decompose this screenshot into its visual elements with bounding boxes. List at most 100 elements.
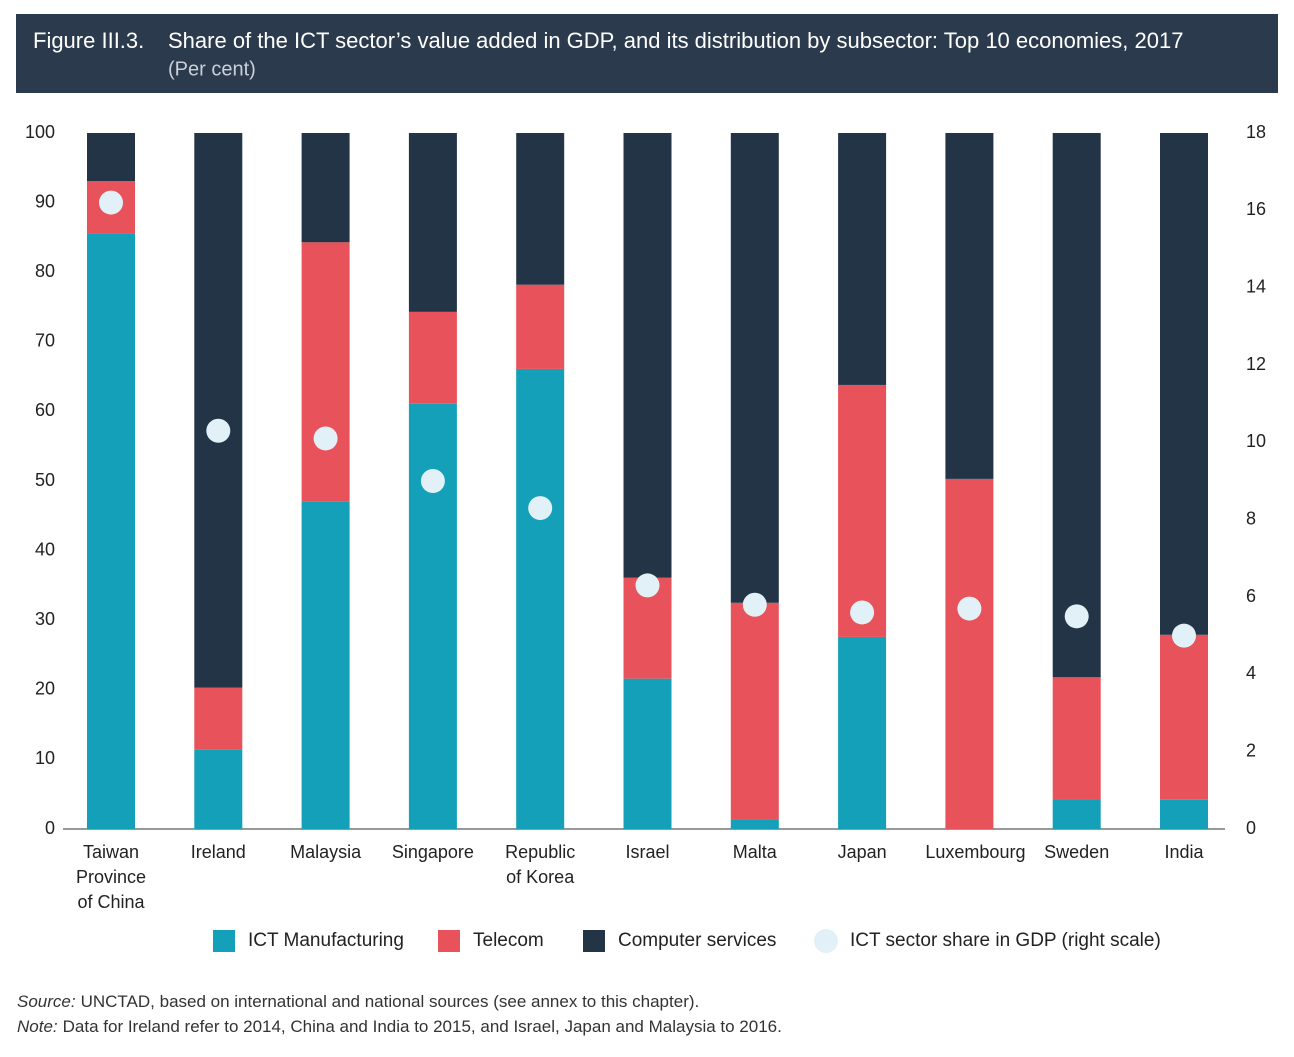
bar-segment bbox=[516, 133, 565, 285]
gdp-share-dot bbox=[957, 596, 982, 621]
gdp-share-dot bbox=[850, 600, 875, 625]
bar-segment bbox=[730, 602, 779, 820]
y-tick-label: 90 bbox=[35, 191, 55, 211]
bar-segment bbox=[1052, 799, 1101, 829]
bar-segment bbox=[301, 133, 350, 243]
bar-segment bbox=[194, 749, 243, 829]
bar-segment bbox=[516, 368, 565, 829]
x-tick-label: Malaysia bbox=[290, 842, 362, 862]
y2-tick-label: 2 bbox=[1246, 740, 1256, 760]
bar-segment bbox=[838, 384, 887, 637]
y2-tick-label: 10 bbox=[1246, 431, 1266, 451]
bar-segment bbox=[945, 478, 994, 829]
y-tick-label: 80 bbox=[35, 261, 55, 281]
legend-label: Telecom bbox=[473, 930, 544, 951]
y-tick-label: 60 bbox=[35, 400, 55, 420]
bar-segment bbox=[1160, 634, 1208, 800]
bar-segment bbox=[408, 311, 457, 404]
x-tick: Singapore bbox=[333, 840, 533, 865]
gdp-share-dot bbox=[206, 418, 231, 443]
y2-tick-label: 6 bbox=[1246, 586, 1256, 606]
bar-segment bbox=[301, 242, 350, 502]
note: Note: Data for Ireland refer to 2014, Chi… bbox=[17, 1017, 782, 1037]
bar-segment bbox=[516, 284, 565, 369]
y2-tick-label: 16 bbox=[1246, 199, 1266, 219]
x-tick: Japan bbox=[762, 840, 962, 865]
x-tick: Sweden bbox=[977, 840, 1177, 865]
note-text: Data for Ireland refer to 2014, China an… bbox=[62, 1017, 782, 1036]
x-tick-label: Luxembourg bbox=[925, 842, 1026, 862]
y2-tick-label: 4 bbox=[1246, 663, 1256, 683]
bar-segment bbox=[623, 678, 672, 829]
bar-segment bbox=[730, 819, 779, 829]
legend-label: Computer services bbox=[618, 930, 776, 951]
source-text: UNCTAD, based on international and natio… bbox=[80, 992, 700, 1011]
bar-segment bbox=[408, 403, 457, 829]
y-tick-label: 50 bbox=[35, 470, 55, 490]
y2-tick-label: 18 bbox=[1246, 122, 1266, 142]
gdp-share-dot bbox=[742, 592, 767, 617]
y2-tick-label: 12 bbox=[1246, 354, 1266, 374]
x-tick-label: Singapore bbox=[391, 842, 474, 862]
gdp-share-dot bbox=[1064, 604, 1089, 629]
bar-segment bbox=[730, 133, 779, 603]
legend-label: ICT sector share in GDP (right scale) bbox=[850, 930, 1161, 951]
bar-segment bbox=[1052, 133, 1101, 678]
legend-swatch bbox=[213, 930, 235, 952]
y-tick-label: 0 bbox=[45, 818, 55, 838]
bar-segment bbox=[945, 133, 994, 479]
bar-segment bbox=[194, 687, 243, 750]
legend-swatch bbox=[583, 930, 605, 952]
x-tick: Republic of Korea bbox=[440, 840, 640, 890]
legend-swatch bbox=[438, 930, 460, 952]
bar-segment bbox=[623, 133, 672, 578]
x-tick-label: Japan bbox=[837, 842, 887, 862]
y2-tick-label: 14 bbox=[1246, 276, 1266, 296]
bar-segment bbox=[408, 133, 457, 312]
bar-segment bbox=[87, 133, 135, 182]
gdp-share-dot bbox=[420, 469, 445, 493]
title-banner bbox=[16, 14, 1278, 93]
note-label: Note: bbox=[17, 1017, 58, 1036]
source: Source: UNCTAD, based on international an… bbox=[17, 992, 699, 1012]
y-tick-label: 30 bbox=[35, 609, 55, 629]
x-tick-label: Sweden bbox=[1044, 842, 1110, 862]
gdp-share-dot bbox=[528, 496, 553, 521]
bar-segment bbox=[1160, 799, 1208, 829]
bar-segment bbox=[194, 133, 243, 688]
x-tick-label: India bbox=[1164, 842, 1204, 862]
bar-segment bbox=[838, 636, 887, 829]
y-tick-label: 70 bbox=[35, 331, 55, 351]
y-tick-label: 10 bbox=[35, 748, 55, 768]
x-tick: Luxembourg bbox=[869, 840, 1069, 865]
x-tick: Israel bbox=[548, 840, 748, 865]
y-tick-label: 100 bbox=[25, 122, 55, 142]
bar-segment bbox=[1160, 133, 1208, 635]
bar-segment bbox=[301, 501, 350, 829]
gdp-share-dot bbox=[635, 573, 660, 598]
y-tick-label: 20 bbox=[35, 679, 55, 699]
x-tick: India bbox=[1084, 840, 1284, 865]
gdp-share-dot bbox=[313, 426, 338, 451]
x-tick-label: Israel bbox=[625, 842, 670, 862]
chart-subtitle: (Per cent) bbox=[168, 58, 256, 80]
gdp-share-dot bbox=[99, 190, 123, 215]
x-tick: Ireland bbox=[118, 840, 318, 865]
chart-title: Share of the ICT sector’s value added in… bbox=[168, 28, 1183, 53]
x-tick: Malta bbox=[655, 840, 855, 865]
y2-tick-label: 8 bbox=[1246, 508, 1256, 528]
y2-tick-label: 0 bbox=[1246, 818, 1256, 838]
figure-label: Figure III.3. bbox=[33, 28, 144, 53]
bar-segment bbox=[838, 133, 887, 385]
legend-label: ICT Manufacturing bbox=[248, 930, 404, 951]
x-tick-label: Taiwan Province of China bbox=[75, 842, 147, 912]
x-tick-label: Ireland bbox=[190, 842, 246, 862]
source-label: Source: bbox=[17, 992, 76, 1011]
bar-segment bbox=[87, 233, 135, 830]
x-tick-label: Malta bbox=[732, 842, 777, 862]
bar-segment bbox=[1052, 677, 1101, 800]
legend-swatch bbox=[814, 929, 838, 953]
x-tick-label: Republic of Korea bbox=[505, 842, 576, 887]
